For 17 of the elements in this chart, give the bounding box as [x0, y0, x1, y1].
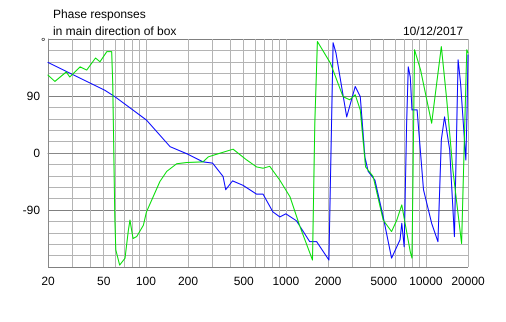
x-tick-label: 20 [41, 274, 55, 288]
y-axis-title: ° [41, 36, 46, 48]
x-tick-label: 1000 [272, 274, 300, 288]
x-tick-label: 10000 [409, 274, 443, 288]
x-tick-label: 5000 [370, 274, 398, 288]
y-tick-label: -90 [22, 203, 40, 217]
x-tick-label: 500 [234, 274, 254, 288]
y-tick-label: 90 [26, 89, 40, 103]
chart-subtitle: in main direction of box [53, 24, 176, 38]
x-tick-label: 100 [136, 274, 156, 288]
y-tick-label: 0 [33, 146, 40, 160]
text: 10/12/2017 [402, 24, 464, 38]
chart-title: Phase responses [53, 7, 146, 21]
x-tick-label: 20000 [451, 274, 486, 288]
x-tick-label: 2000 [314, 274, 342, 288]
x-tick-label: 50 [97, 274, 111, 288]
x-tick-label: 200 [178, 274, 198, 288]
